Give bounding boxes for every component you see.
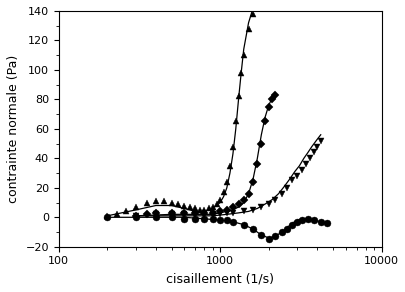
X-axis label: cisaillement (1/s): cisaillement (1/s) bbox=[166, 272, 273, 285]
Y-axis label: contrainte normale (Pa): contrainte normale (Pa) bbox=[7, 55, 20, 203]
